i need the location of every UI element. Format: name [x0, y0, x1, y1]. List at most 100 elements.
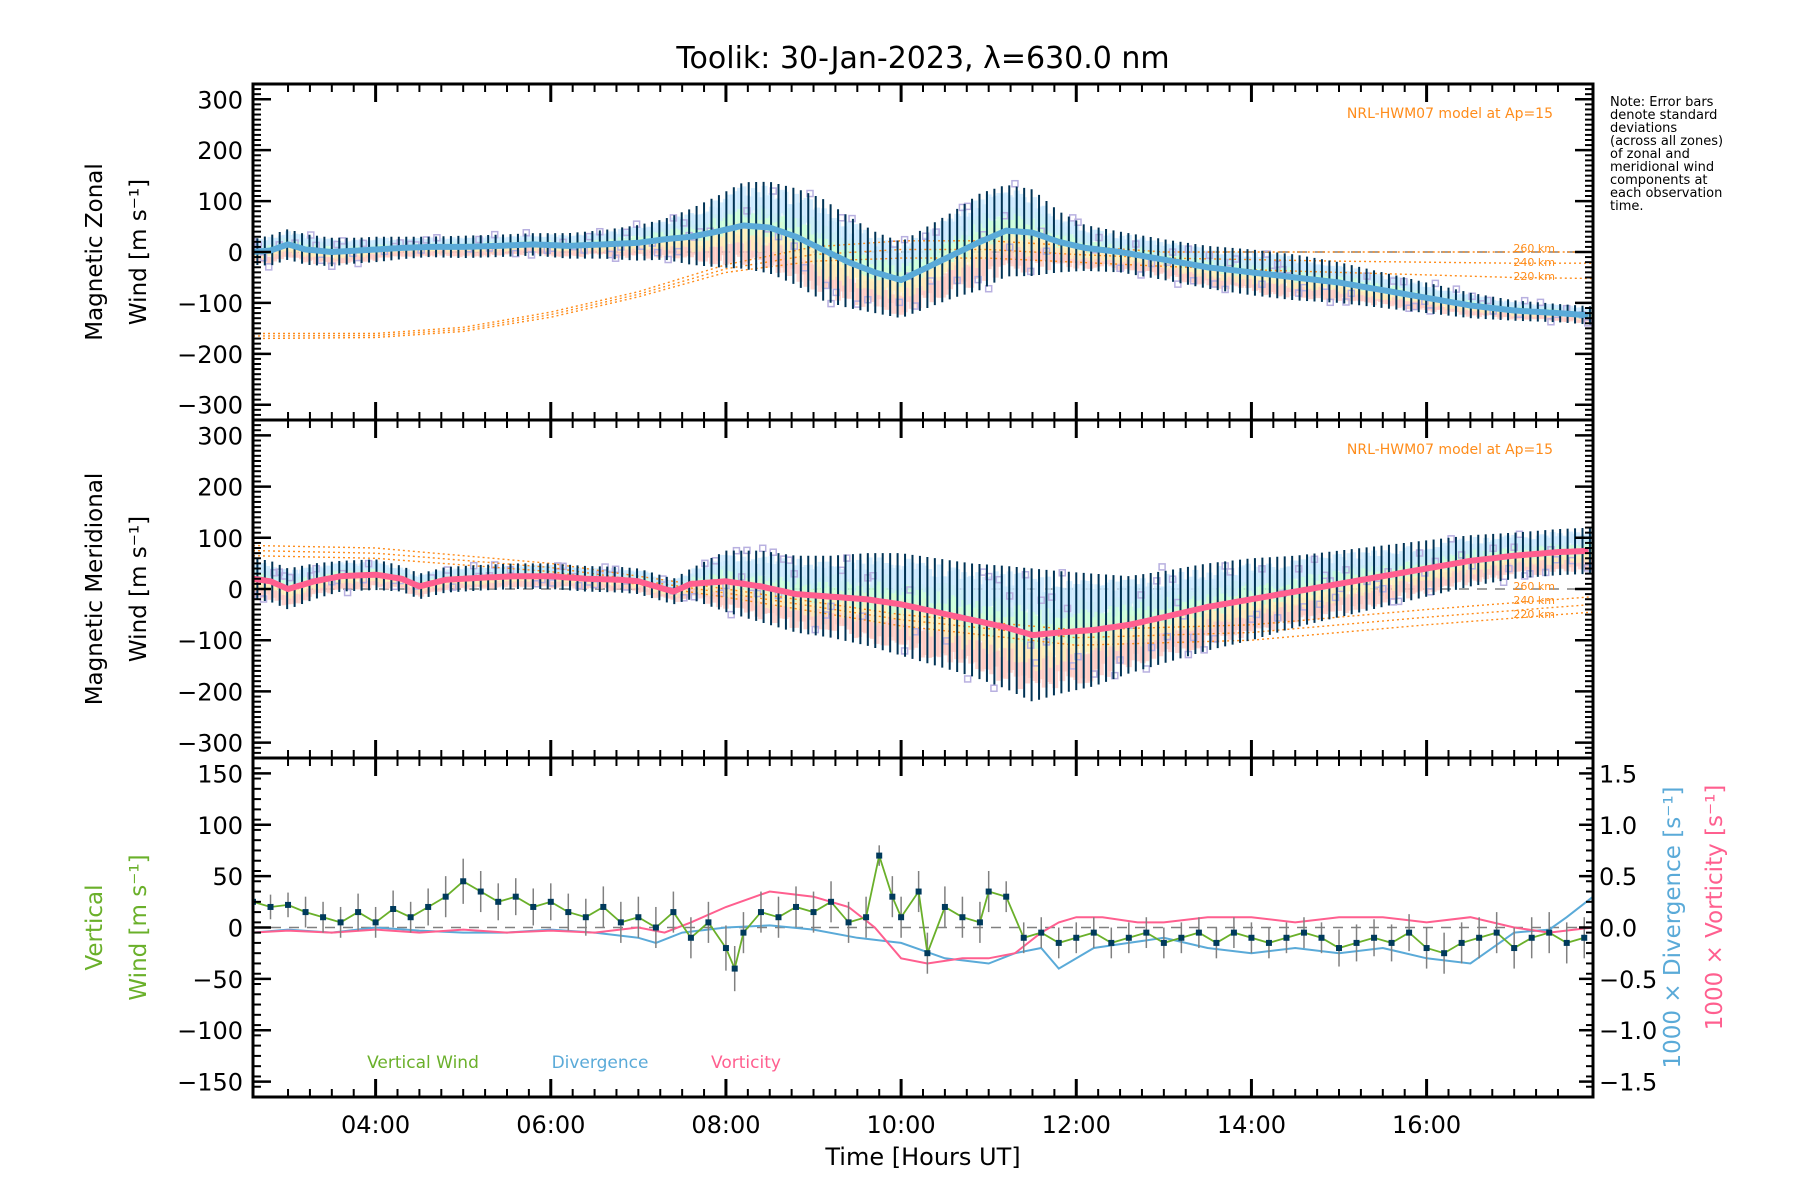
zone-band	[1290, 284, 1297, 296]
zone-band	[316, 580, 323, 589]
zone-band	[1511, 543, 1518, 556]
zone-band	[757, 229, 764, 253]
zone-band	[1090, 229, 1097, 241]
zone-band	[1286, 255, 1293, 268]
zone-band	[684, 223, 691, 237]
zone-band	[327, 257, 334, 265]
zone-band	[1276, 579, 1283, 599]
zone-band	[726, 210, 733, 230]
zone-band	[327, 565, 334, 575]
zone-band	[442, 239, 449, 245]
zone-band	[873, 620, 880, 644]
zone-band	[814, 566, 821, 587]
zone-band	[1350, 552, 1357, 569]
zone-band	[435, 570, 442, 577]
zone-band	[810, 264, 817, 290]
zone-band	[1045, 213, 1052, 232]
zone-band	[1427, 287, 1434, 295]
zone-band	[1307, 288, 1314, 300]
zone-band	[341, 256, 348, 264]
zone-band	[659, 221, 666, 232]
zone-band	[1392, 296, 1399, 305]
zone-band	[526, 565, 533, 573]
zone-band	[943, 221, 950, 243]
zone-band	[964, 616, 971, 645]
zone-band	[1129, 260, 1136, 271]
zone-band	[1286, 578, 1293, 597]
zone-band	[271, 238, 278, 246]
zone-band	[926, 569, 933, 596]
zone-band	[1143, 618, 1150, 643]
zone-band	[1290, 560, 1297, 579]
zone-band	[1041, 655, 1048, 688]
zone-band	[1441, 542, 1448, 557]
zone-band	[320, 568, 327, 577]
zone-band	[975, 208, 982, 233]
zone-band	[498, 236, 505, 243]
zone-band	[1171, 243, 1178, 254]
zone-band	[933, 246, 940, 268]
zone-band	[554, 250, 561, 257]
zone-band	[1500, 547, 1507, 560]
zone-band	[1469, 543, 1476, 557]
zone-band	[943, 611, 950, 639]
zone-band	[456, 581, 463, 589]
vertical-wind-point	[757, 909, 764, 916]
zone-band	[393, 250, 400, 257]
zone-band	[1553, 543, 1560, 555]
zone-band	[1360, 552, 1367, 569]
zone-band	[884, 240, 891, 260]
zone-band	[1150, 619, 1157, 643]
zone-band	[390, 567, 397, 575]
zone-wind-point	[664, 255, 672, 264]
zone-wind-point	[575, 581, 583, 590]
zone-band	[859, 583, 866, 607]
zone-band	[1230, 604, 1237, 626]
zone-band	[1392, 554, 1399, 570]
zone-band	[845, 240, 852, 264]
zone-band	[1097, 623, 1104, 651]
zone-band	[1532, 538, 1539, 551]
zone-band	[866, 557, 873, 581]
zone-band	[803, 224, 810, 250]
zone-band	[1399, 551, 1406, 566]
zone-band	[442, 583, 449, 591]
zone-band	[870, 598, 877, 623]
zone-band	[621, 228, 628, 237]
zone-band	[1174, 584, 1181, 607]
zone-band	[1507, 314, 1514, 320]
zone-band	[1115, 597, 1122, 623]
zone-band	[1041, 205, 1048, 225]
zone-wind-point	[1379, 585, 1387, 593]
zone-band	[1441, 550, 1448, 565]
zone-band	[845, 607, 852, 630]
zone-band	[600, 581, 607, 588]
zone-band	[1409, 579, 1416, 594]
zone-band	[1322, 587, 1328, 606]
zone-band	[1143, 637, 1150, 662]
zone-band	[933, 256, 940, 278]
vertical-wind-point	[793, 903, 800, 910]
zone-band	[1153, 616, 1160, 641]
zone-band	[1314, 279, 1321, 290]
zone-band	[1406, 583, 1413, 599]
vertical-wind-point	[845, 919, 852, 926]
zone-band	[824, 609, 831, 630]
zone-band	[694, 568, 701, 578]
zone-band	[1213, 589, 1220, 611]
zone-band	[1518, 312, 1525, 318]
zone-band	[509, 567, 516, 574]
zone-band	[274, 251, 281, 259]
zone-band	[870, 281, 877, 302]
zone-band	[334, 563, 341, 572]
zone-band	[439, 580, 446, 588]
y-tick-label: −200	[177, 341, 243, 369]
zone-band	[764, 244, 771, 268]
zone-band	[1574, 551, 1581, 564]
zone-band	[652, 243, 659, 254]
zone-band	[386, 241, 393, 248]
zone-band	[1409, 567, 1416, 582]
zone-band	[705, 583, 712, 596]
zone-band	[796, 577, 803, 597]
zone-band	[814, 207, 821, 233]
